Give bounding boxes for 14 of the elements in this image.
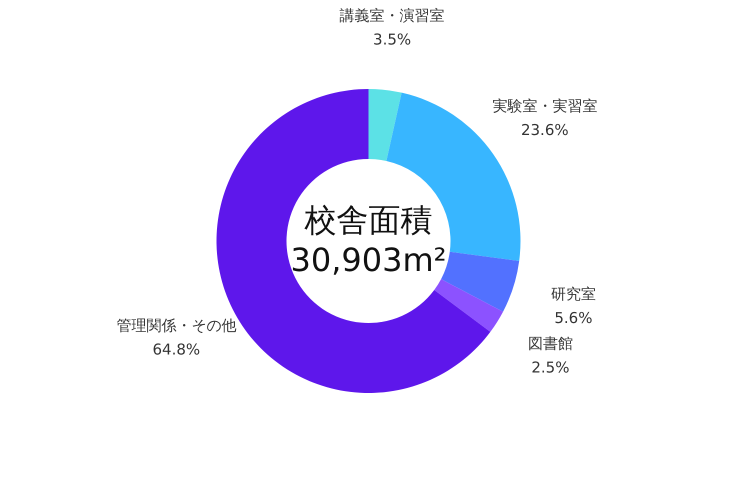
text: 30,903m² xyxy=(290,241,446,279)
data-label: 23.6% xyxy=(520,120,569,139)
slice-label: 図書館 xyxy=(528,334,573,353)
text: 校舎面積 xyxy=(304,201,432,239)
donut-slice xyxy=(434,279,504,332)
donut-slice xyxy=(368,89,402,161)
slice-label: 実験室・実習室 xyxy=(492,96,598,115)
slice-label: 研究室 xyxy=(550,285,596,304)
data-label: 5.6% xyxy=(554,309,592,328)
data-label: 3.5% xyxy=(373,30,412,48)
slice-label: 管理関係・その他 xyxy=(116,316,236,334)
slice-label: 講義室・演習室 xyxy=(340,6,445,24)
data-label: 2.5% xyxy=(531,358,570,377)
data-label: 64.8% xyxy=(152,340,200,358)
